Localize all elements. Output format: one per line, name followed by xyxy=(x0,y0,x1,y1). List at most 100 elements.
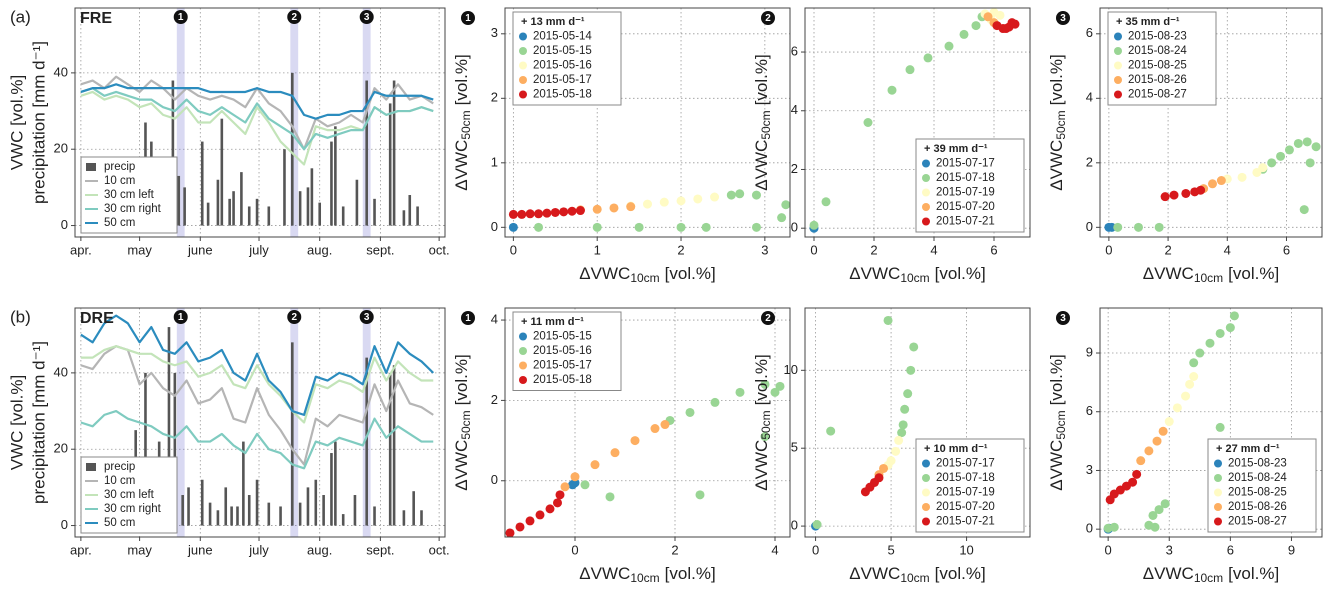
scatter-point xyxy=(676,222,686,232)
precip-bar xyxy=(392,365,396,526)
legend-marker xyxy=(922,188,930,197)
scatter-point xyxy=(590,460,600,470)
scatter-point xyxy=(1189,372,1199,382)
precip-bar xyxy=(306,187,310,226)
scatter-point xyxy=(1293,138,1303,148)
event-badge xyxy=(287,10,302,24)
legend-title: + 39 mm d⁻¹ xyxy=(924,143,988,155)
scatter-point xyxy=(1172,403,1182,413)
precip-bar xyxy=(183,187,186,226)
y-tick-label: 0 xyxy=(491,472,498,487)
event-badge xyxy=(761,311,775,325)
precip-bar xyxy=(224,487,228,526)
precip-bar xyxy=(181,495,184,526)
event-number: 3 xyxy=(364,312,370,323)
vwc-line xyxy=(80,314,435,416)
scatter-point xyxy=(1215,422,1225,432)
axis-label: ΔVWC10cm [vol.%] xyxy=(849,564,985,585)
scatter-point xyxy=(505,528,515,538)
y-tick-label: 3 xyxy=(1086,462,1093,477)
legend-label: 2015-08-26 xyxy=(1128,74,1187,86)
y-axis-label: VWC [vol.%] xyxy=(7,375,26,470)
legend-label: 2015-07-17 xyxy=(936,158,995,170)
event-badge xyxy=(761,11,775,25)
event-badge xyxy=(173,310,188,324)
axis-label-unit: [vol.%] xyxy=(665,264,716,283)
legend-title: + 27 mm d⁻¹ xyxy=(1216,443,1280,455)
y-axis-label: VWC [vol.%] xyxy=(7,75,26,170)
event-badge xyxy=(1056,11,1070,25)
scatter-point xyxy=(660,420,670,430)
axis-label-base: ΔVWC xyxy=(452,140,471,191)
axis-label-sub: 50cm xyxy=(759,410,773,439)
vwc-line xyxy=(80,409,434,470)
scatter-point xyxy=(580,480,590,490)
axis-label-sub: 10cm xyxy=(630,271,659,285)
legend-label: 2015-05-16 xyxy=(533,345,592,357)
legend-marker xyxy=(519,361,527,370)
scatter-point xyxy=(610,448,620,458)
scatter-point xyxy=(1267,158,1277,168)
precip-bar xyxy=(330,141,333,226)
scatter-point xyxy=(1237,172,1247,182)
precip-bar xyxy=(388,103,392,226)
scatter-point xyxy=(1148,510,1158,520)
site-label: FRE xyxy=(80,10,112,27)
scatter-point xyxy=(751,222,761,232)
scatter-point xyxy=(995,10,1005,20)
axis-label: ΔVWC50cm [vol.%] xyxy=(752,54,773,190)
legend-label: 2015-07-20 xyxy=(936,201,995,213)
x-tick-label: 6 xyxy=(1283,242,1290,257)
scatter-point xyxy=(1189,358,1199,368)
legend-marker xyxy=(519,61,527,70)
legend-label: 2015-08-24 xyxy=(1228,472,1287,484)
legend-label: 2015-07-18 xyxy=(936,172,995,184)
legend-label: 2015-08-24 xyxy=(1128,45,1187,57)
scatter-point xyxy=(897,428,907,438)
scatter-point xyxy=(550,207,560,217)
legend-marker xyxy=(922,488,930,497)
scatter-point xyxy=(1185,379,1195,389)
axis-label-unit: [vol.%] xyxy=(1047,54,1066,105)
scatter-point xyxy=(1196,185,1206,195)
legend-box xyxy=(512,311,622,391)
y-tick-label: 10 xyxy=(784,362,798,377)
scatter-point xyxy=(710,192,720,202)
event-number: 2 xyxy=(291,12,297,23)
scatter-point xyxy=(553,498,562,508)
scatter-point xyxy=(906,365,916,375)
axis-label-sub: 50cm xyxy=(459,110,473,139)
x-tick-label: aug. xyxy=(307,542,332,557)
y-tick-label: 20 xyxy=(54,141,68,156)
scatter-point xyxy=(1133,222,1143,232)
y-axis-label: precipitation [mm d⁻¹] xyxy=(29,41,48,204)
axis-label-base: ΔVWC xyxy=(579,264,630,283)
scatter-point xyxy=(545,504,555,514)
precip-bar xyxy=(306,487,310,526)
axis-label-unit: [vol.%] xyxy=(752,354,771,405)
legend-marker xyxy=(1214,474,1222,482)
precip-bar xyxy=(416,206,419,226)
legend-label: 10 cm xyxy=(104,475,135,487)
axis-label-sub: 10cm xyxy=(630,571,659,585)
legend-title: + 35 mm d⁻¹ xyxy=(1116,16,1180,28)
x-tick-label: 9 xyxy=(1288,542,1295,557)
x-tick-label: 0 xyxy=(812,542,819,557)
legend-marker xyxy=(1114,61,1122,70)
vwc-line xyxy=(80,83,434,120)
legend-box xyxy=(915,138,1025,233)
axis-label-unit: [vol.%] xyxy=(452,354,471,405)
axis-label: ΔVWC10cm [vol.%] xyxy=(1143,564,1279,585)
event-number: 1 xyxy=(178,312,184,323)
scatter-point xyxy=(1109,522,1119,532)
scatter-point xyxy=(592,222,602,232)
legend-marker xyxy=(922,503,930,511)
precip-bar xyxy=(206,202,210,226)
x-tick-label: 4 xyxy=(771,542,778,557)
scatter-point xyxy=(1181,391,1191,401)
event-number: 2 xyxy=(765,13,771,24)
scatter-point xyxy=(605,492,615,502)
scatter-point xyxy=(1160,499,1170,509)
precip-bar xyxy=(388,372,392,526)
scatter-point xyxy=(874,473,884,483)
